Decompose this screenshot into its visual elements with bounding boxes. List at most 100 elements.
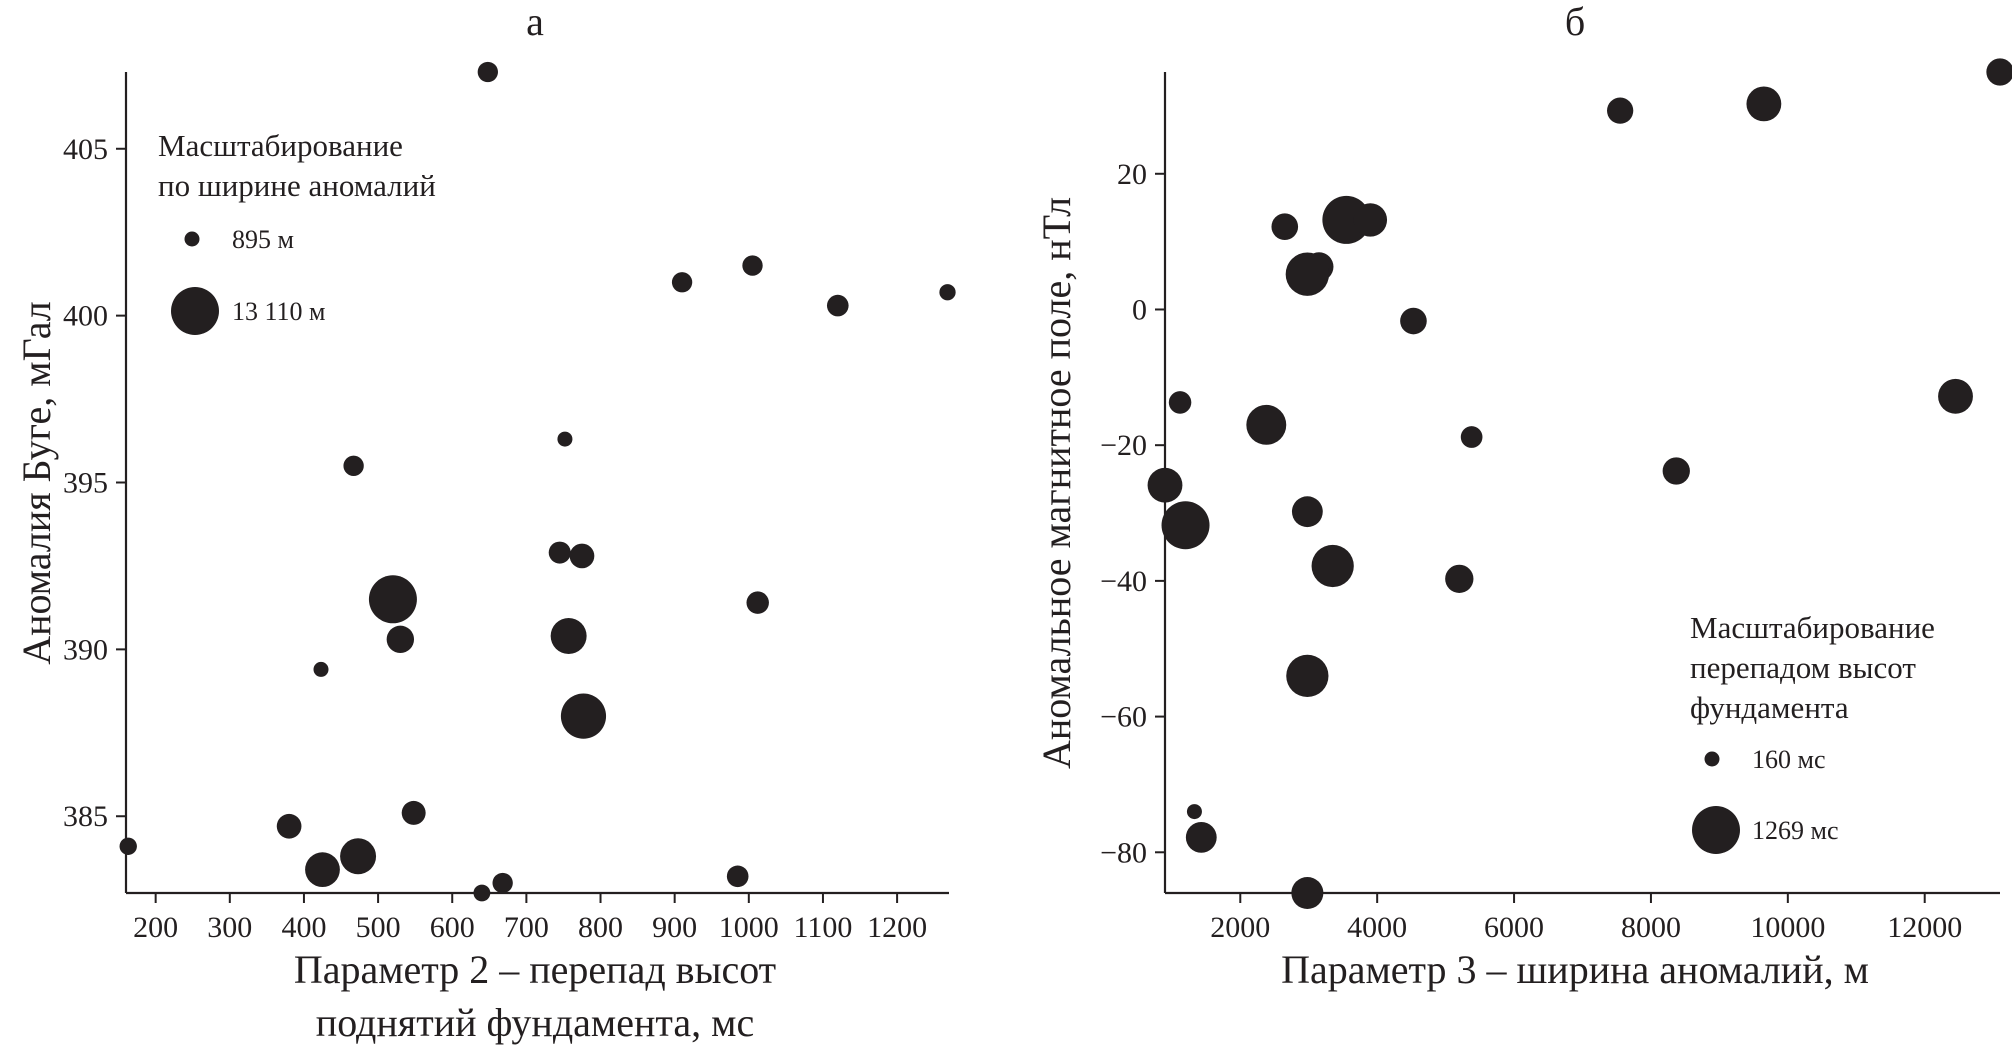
panel-a-data-point [726,865,749,888]
panel-a-data-point [305,852,340,888]
panel-b-x-tick-label: 12000 [1887,911,1962,944]
panel-a-data-point [550,618,587,655]
panel-b-x-tick-label: 8000 [1621,911,1681,944]
panel-a-x-tick-label: 800 [578,911,623,944]
panel-b-data-point [1938,378,1973,414]
panel-b-points [1147,58,2012,910]
panel-b-x-tick-label: 4000 [1347,911,1407,944]
panel-b-legend-marker-small [1704,751,1720,767]
panel-a-data-point [386,625,415,654]
panel-a-x-tick-label: 1200 [867,911,927,944]
panel-a-data-point [746,591,769,614]
panel-b-data-point [1246,404,1287,445]
panel-a-data-point [477,61,498,83]
panel-b-data-point [1147,467,1183,503]
panel-a-x-tick-label: 500 [356,911,401,944]
panel-b-data-point [1291,876,1324,910]
panel-b-y-tick-label: 20 [1117,158,1147,191]
panel-a-data-point [119,837,137,855]
panel-a-label: а [526,0,544,44]
panel-b-legend-marker-large [1692,806,1740,854]
panel-a-x-tick-label: 700 [504,911,549,944]
panel-b-label: б [1565,0,1585,44]
panel-b-data-point [1986,58,2012,86]
panel-b-x-tick-label: 6000 [1484,911,1544,944]
panel-b-x-tick-label: 2000 [1210,911,1270,944]
panel-a-x-tick-label: 600 [430,911,475,944]
panel-b-ticks: 2000 4000 6000 8000 10000 12000 −80 −60 −40 −20 0 2… [1100,158,1962,944]
panel-a-data-point [939,284,956,301]
panel-b-x-tick-label: 10000 [1750,911,1825,944]
panel-b-data-point [1607,97,1634,124]
panel-a-y-tick-label: 385 [63,800,108,833]
panel-b-data-point [1445,564,1474,593]
panel-b-y-tick-label: −60 [1100,701,1147,734]
panel-a-data-point [557,431,573,447]
panel-a-x-tick-label: 1000 [719,911,779,944]
panel-b-legend: Масштабирование перепадом высот фундамен… [1690,610,1935,854]
panel-a-x-tick-label: 300 [207,911,252,944]
panel-a-x-tick-label: 900 [652,911,697,944]
panel-b-y-axis-title: Аномальное магнитное поле, нТл [1034,197,1079,769]
panel-a-y-axis-title: Аномалия Буге, мГал [14,301,59,665]
panel-a-points [119,61,956,902]
panel-b-y-tick-label: 0 [1132,293,1147,326]
panel-a-data-point [368,575,417,624]
panel-a-legend-label-small: 895 м [232,225,294,254]
panel-b-data-point [1286,654,1329,698]
panel-b-chart: б 2000 4000 6000 8000 10000 12000 −80 −60 −40 −20… [1034,0,2012,992]
panel-a-x-axis-title-line-1: Параметр 2 – перепад высот [294,947,776,992]
panel-b-data-point [1285,252,1330,296]
panel-b-y-tick-label: −40 [1100,565,1147,598]
panel-a-ticks: 200 300 400 500 600 700 800 900 1000 1100 1200 385 3… [63,133,927,944]
panel-b-data-point [1271,213,1299,241]
panel-a-data-point [492,872,513,894]
panel-a-legend-marker-large [171,287,219,335]
panel-a-y-tick-label: 400 [63,300,108,333]
panel-b-data-point [1291,496,1323,528]
panel-b-data-point [1161,501,1210,550]
panel-a-x-tick-label: 400 [281,911,326,944]
panel-b-data-point [1322,195,1371,244]
panel-b-legend-title-line-3: фундамента [1690,690,1849,725]
panel-a-data-point [560,693,607,739]
panel-b-legend-label-large: 1269 мс [1752,816,1839,845]
panel-a-x-tick-label: 200 [133,911,178,944]
panel-a-y-tick-label: 405 [63,133,108,166]
panel-a-legend-title-line-2: по ширине аномалий [158,168,436,203]
panel-b-data-point [1168,391,1192,414]
panel-b-x-axis-title: Параметр 3 – ширина аномалий, м [1281,947,1869,992]
panel-a-data-point [343,455,364,476]
panel-a-data-point [742,255,763,276]
panel-a-data-point [473,884,491,902]
panel-b-data-point [1746,86,1782,122]
panel-a-data-point [340,838,377,875]
panel-a-x-axis-title-line-2: поднятий фундамента, мс [316,1000,754,1045]
panel-a-data-point [548,541,571,564]
panel-a-chart: а 200 300 400 500 600 700 800 900 1000 1100 1200 38… [14,0,956,1045]
panel-b-data-point [1662,457,1690,485]
panel-a-data-point [401,800,426,825]
panel-a-legend-title-line-1: Масштабирование [158,128,403,163]
panel-a-data-point [671,272,693,293]
panel-b-y-tick-label: −20 [1100,429,1147,462]
panel-a-legend-marker-small [184,231,200,247]
panel-b-data-point [1185,821,1217,853]
panel-a-data-point [569,543,595,569]
panel-b-data-point [1400,307,1427,335]
panel-a-y-tick-label: 395 [63,467,108,500]
panel-a-data-point [313,661,329,677]
panel-a-x-tick-label: 1100 [794,911,853,944]
panel-a-legend: Масштабирование по ширине аномалий 895 м… [158,128,436,335]
panel-b-legend-title-line-2: перепадом высот [1690,650,1916,685]
panel-b-legend-title-line-1: Масштабирование [1690,610,1935,645]
panel-b-data-point [1460,426,1483,448]
panel-b-data-point [1353,203,1388,237]
panel-a-legend-label-large: 13 110 м [232,297,326,326]
panel-b-data-point [1311,544,1354,588]
panel-b-legend-label-small: 160 мс [1752,745,1826,774]
panel-a-data-point [276,813,302,839]
panel-b-y-tick-label: −80 [1100,836,1147,869]
panel-b-data-point [1186,804,1202,820]
